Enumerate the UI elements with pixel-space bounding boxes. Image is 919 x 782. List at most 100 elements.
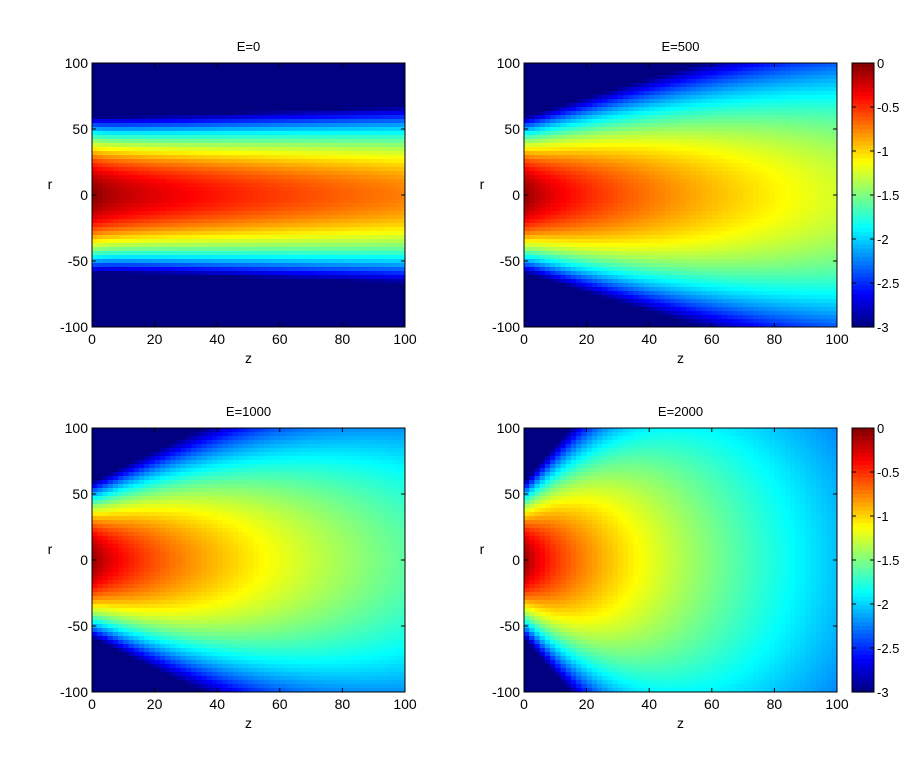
heatmap-cell — [149, 315, 155, 320]
heatmap-cell — [269, 143, 275, 148]
heatmap-cell — [202, 227, 208, 232]
heatmap-cell — [233, 103, 239, 108]
heatmap-cell — [290, 307, 296, 312]
heatmap-cell — [202, 87, 208, 92]
heatmap-cell — [254, 315, 260, 320]
heatmap-cell — [196, 131, 202, 136]
heatmap-cell — [139, 95, 145, 100]
heatmap-cell — [113, 303, 119, 308]
heatmap-cell — [285, 223, 291, 228]
heatmap-cell — [322, 215, 328, 220]
heatmap-cell — [348, 291, 354, 296]
heatmap-cell — [160, 227, 166, 232]
heatmap-cell — [139, 91, 145, 96]
heatmap-cell — [529, 119, 535, 124]
heatmap-cell — [155, 143, 161, 148]
heatmap-cell — [358, 91, 364, 96]
heatmap-cell — [327, 191, 333, 196]
heatmap-cell — [92, 167, 98, 172]
heatmap-cell — [524, 219, 530, 224]
heatmap-cell — [202, 207, 208, 212]
heatmap-cell — [384, 119, 390, 124]
heatmap-cell — [233, 147, 239, 152]
heatmap-cell — [118, 287, 124, 292]
heatmap-cell — [233, 267, 239, 272]
heatmap-cell — [254, 283, 260, 288]
heatmap-cell — [555, 251, 561, 256]
heatmap-cell — [238, 187, 244, 192]
heatmap-cell — [363, 263, 369, 268]
heatmap-cell — [592, 315, 598, 320]
heatmap-cell — [254, 111, 260, 116]
heatmap-cell — [264, 115, 270, 120]
heatmap-cell — [311, 235, 317, 240]
heatmap-cell — [311, 115, 317, 120]
heatmap-cell — [358, 219, 364, 224]
heatmap-cell — [222, 299, 228, 304]
heatmap-cell — [384, 187, 390, 192]
heatmap-cell — [566, 75, 572, 80]
heatmap-cell — [217, 119, 223, 124]
heatmap-cell — [97, 191, 103, 196]
heatmap-cell — [102, 171, 108, 176]
heatmap-cell — [212, 107, 218, 112]
heatmap-cell — [534, 307, 540, 312]
heatmap-cell — [196, 255, 202, 260]
heatmap-cell — [555, 263, 561, 268]
heatmap-cell — [155, 267, 161, 272]
heatmap-cell — [259, 279, 265, 284]
heatmap-cell — [555, 203, 561, 208]
heatmap-cell — [118, 223, 124, 228]
heatmap-cell — [306, 147, 312, 152]
heatmap-cell — [587, 191, 593, 196]
heatmap-cell — [149, 171, 155, 176]
heatmap-cell — [587, 99, 593, 104]
heatmap-cell — [196, 203, 202, 208]
heatmap-cell — [280, 299, 286, 304]
heatmap-cell — [196, 99, 202, 104]
heatmap-cell — [285, 123, 291, 128]
heatmap-cell — [395, 231, 401, 236]
heatmap-cell — [170, 171, 176, 176]
heatmap-cell — [368, 307, 374, 312]
heatmap-cell — [368, 179, 374, 184]
heatmap-cell — [170, 283, 176, 288]
heatmap-cell — [155, 243, 161, 248]
heatmap-cell — [202, 267, 208, 272]
heatmap-cell — [301, 195, 307, 200]
heatmap-cell — [170, 143, 176, 148]
heatmap-cell — [108, 167, 114, 172]
heatmap-cell — [144, 115, 150, 120]
heatmap-cell — [233, 219, 239, 224]
heatmap-cell — [534, 183, 540, 188]
heatmap-cell — [395, 127, 401, 132]
heatmap-cell — [280, 139, 286, 144]
heatmap-cell — [290, 115, 296, 120]
heatmap-cell — [566, 163, 572, 168]
heatmap-cell — [587, 167, 593, 172]
heatmap-cell — [368, 111, 374, 116]
heatmap-cell — [363, 275, 369, 280]
heatmap-cell — [306, 203, 312, 208]
heatmap-cell — [108, 123, 114, 128]
heatmap-cell — [254, 203, 260, 208]
heatmap-cell — [160, 295, 166, 300]
heatmap-cell — [155, 207, 161, 212]
heatmap-cell — [264, 299, 270, 304]
heatmap-cell — [249, 211, 255, 216]
heatmap-cell — [587, 163, 593, 168]
heatmap-cell — [186, 223, 192, 228]
heatmap-cell — [529, 215, 535, 220]
heatmap-cell — [327, 231, 333, 236]
heatmap-cell — [249, 163, 255, 168]
heatmap-cell — [134, 259, 140, 264]
heatmap-cell — [534, 63, 540, 68]
heatmap-cell — [545, 215, 551, 220]
heatmap-cell — [524, 63, 530, 68]
heatmap-cell — [165, 171, 171, 176]
heatmap-cell — [534, 295, 540, 300]
heatmap-cell — [353, 135, 359, 140]
heatmap-cell — [259, 271, 265, 276]
heatmap-cell — [285, 71, 291, 76]
heatmap-cell — [165, 287, 171, 292]
